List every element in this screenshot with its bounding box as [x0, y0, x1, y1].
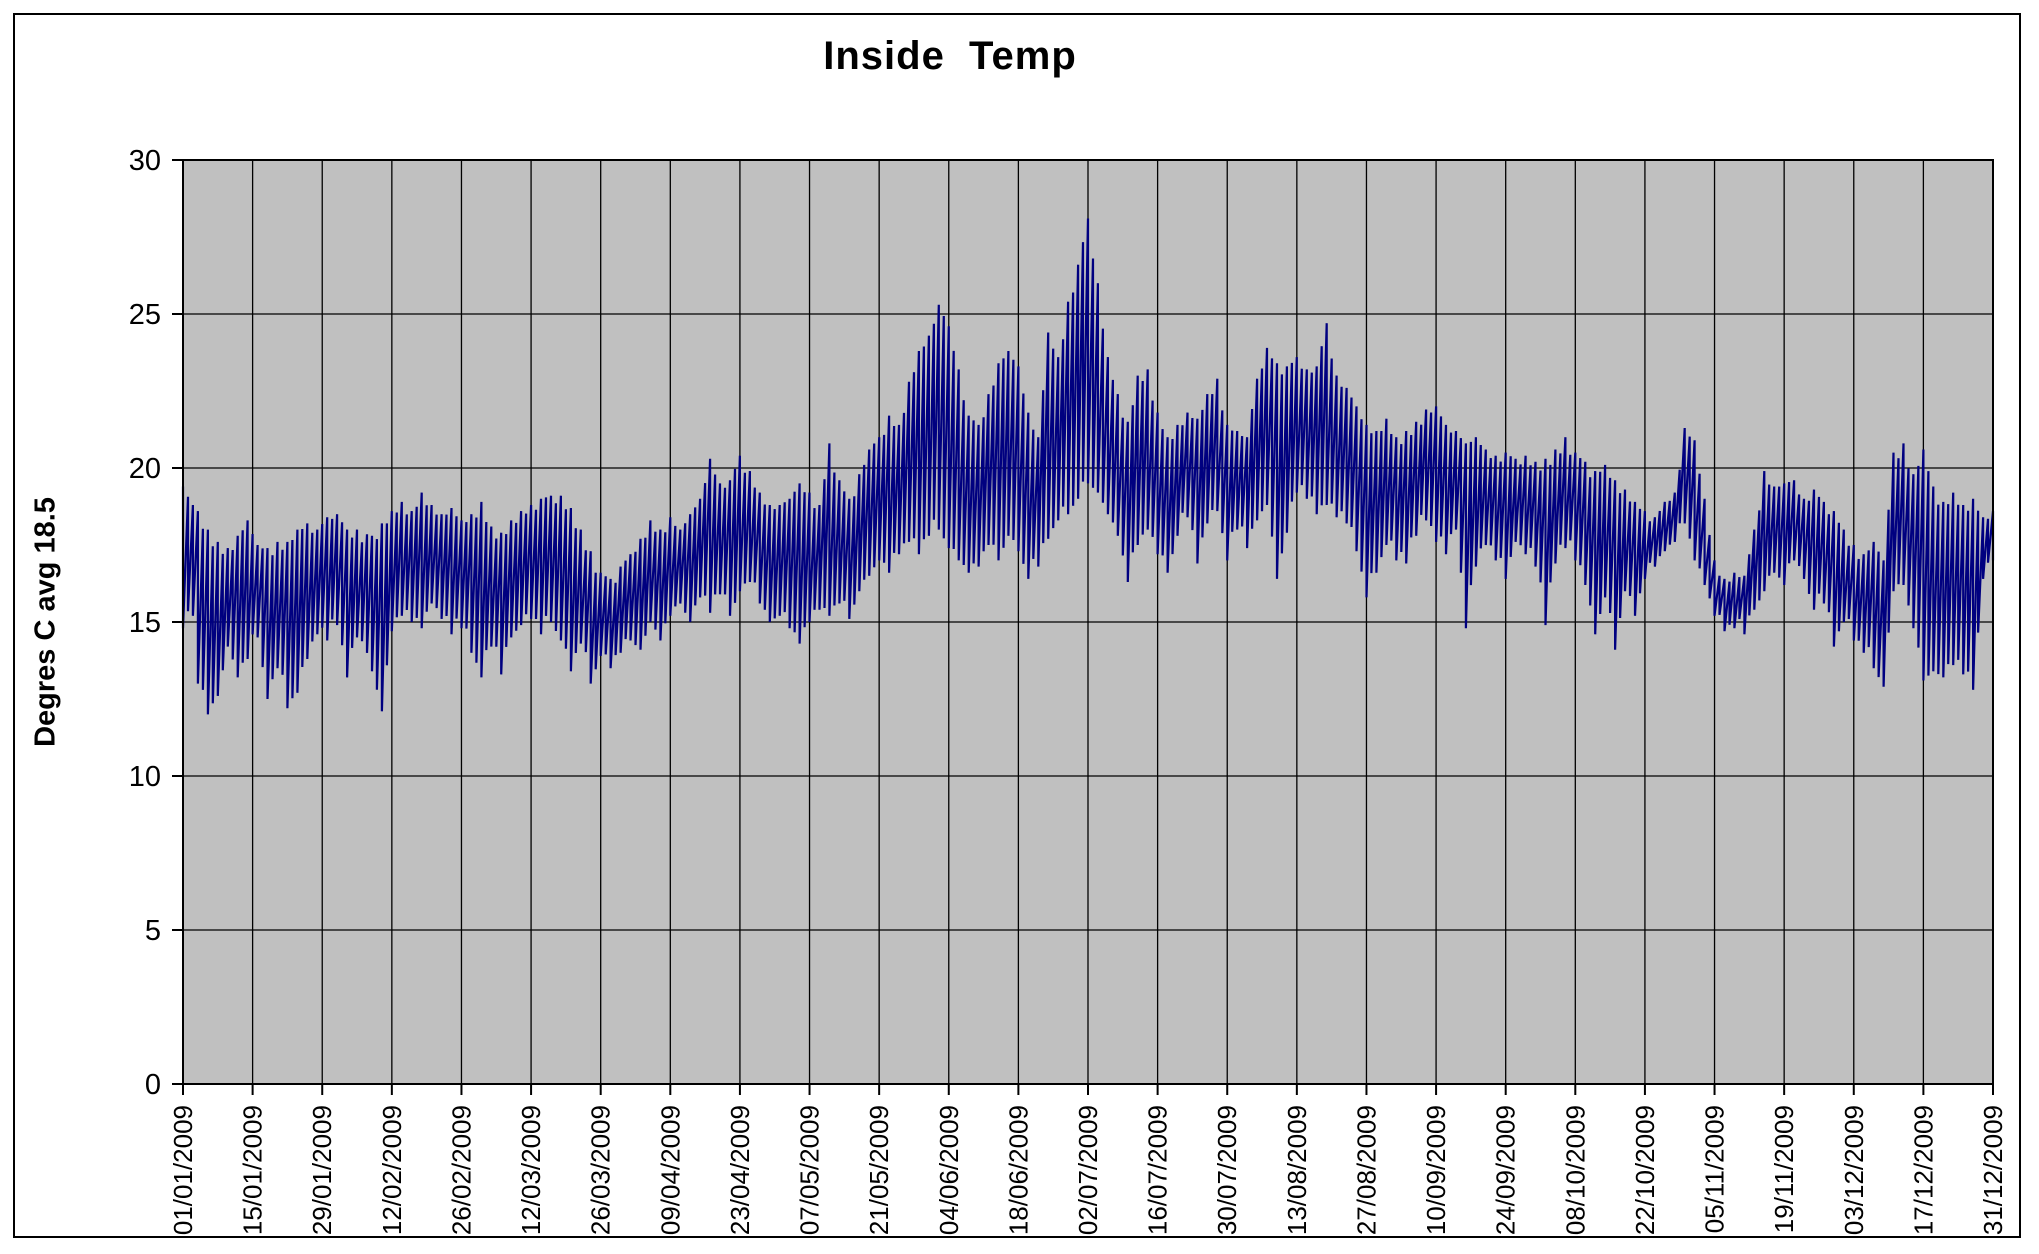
- x-tick-label: 26/03/2009: [586, 1105, 616, 1235]
- x-tick-label: 12/02/2009: [377, 1105, 407, 1235]
- x-tick-label: 23/04/2009: [725, 1105, 755, 1235]
- x-tick-label: 30/07/2009: [1212, 1105, 1242, 1235]
- x-tick-label: 29/01/2009: [307, 1105, 337, 1235]
- x-tick-label: 21/05/2009: [864, 1105, 894, 1235]
- x-tick-label: 09/04/2009: [655, 1105, 685, 1235]
- y-tick-label: 5: [145, 915, 161, 947]
- x-tick-label: 03/12/2009: [1839, 1105, 1869, 1235]
- y-tick-label: 15: [129, 607, 161, 639]
- x-tick-label: 31/12/2009: [1978, 1105, 2008, 1235]
- x-tick-label: 12/03/2009: [516, 1105, 546, 1235]
- x-tick-label: 10/09/2009: [1421, 1105, 1451, 1235]
- y-tick-label: 10: [129, 761, 161, 793]
- x-tick-label: 17/12/2009: [1908, 1105, 1938, 1235]
- x-tick-label: 08/10/2009: [1560, 1105, 1590, 1235]
- y-tick-label: 25: [129, 299, 161, 331]
- x-tick-label: 07/05/2009: [795, 1105, 825, 1235]
- x-tick-label: 05/11/2009: [1700, 1105, 1730, 1233]
- x-tick-label: 24/09/2009: [1491, 1105, 1521, 1235]
- y-axis-title: Degres C avg 18.5: [29, 497, 62, 747]
- x-tick-label: 18/06/2009: [1003, 1105, 1033, 1235]
- x-tick-label: 22/10/2009: [1630, 1105, 1660, 1235]
- x-tick-label: 01/01/2009: [168, 1105, 198, 1235]
- x-tick-label: 16/07/2009: [1143, 1105, 1173, 1235]
- x-tick-label: 13/08/2009: [1282, 1105, 1312, 1235]
- x-tick-label: 26/02/2009: [446, 1105, 476, 1235]
- y-tick-label: 20: [129, 453, 161, 485]
- x-tick-label: 02/07/2009: [1073, 1105, 1103, 1235]
- y-tick-label: 0: [145, 1069, 161, 1101]
- y-tick-label: 30: [129, 145, 161, 177]
- x-tick-label: 27/08/2009: [1351, 1105, 1381, 1235]
- chart-title: Inside Temp: [823, 34, 1077, 78]
- x-tick-label: 04/06/2009: [934, 1105, 964, 1235]
- temperature-series-line: [181, 218, 1995, 715]
- x-tick-label: 19/11/2009: [1769, 1105, 1799, 1233]
- x-tick-label: 15/01/2009: [238, 1105, 268, 1235]
